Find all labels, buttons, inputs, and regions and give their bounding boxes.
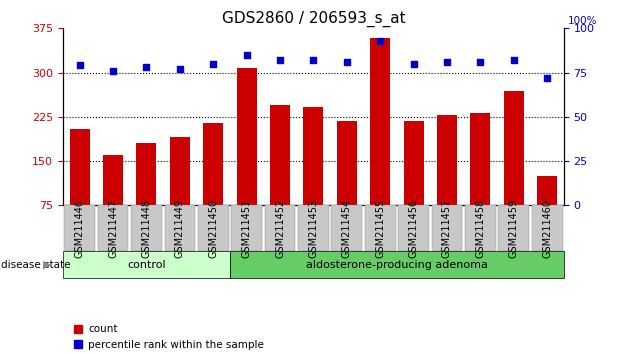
Bar xyxy=(337,121,357,205)
Point xyxy=(141,64,151,70)
Text: aldosterone-producing adenoma: aldosterone-producing adenoma xyxy=(306,259,488,270)
Bar xyxy=(203,123,223,205)
Text: GSM211457: GSM211457 xyxy=(442,199,452,258)
Text: GSM211454: GSM211454 xyxy=(342,199,352,258)
Text: GSM211447: GSM211447 xyxy=(108,199,118,258)
Bar xyxy=(70,129,89,205)
Bar xyxy=(404,121,423,205)
Point xyxy=(442,59,452,65)
Point xyxy=(74,63,84,68)
Point xyxy=(475,59,485,65)
Bar xyxy=(437,115,457,205)
Text: GSM211460: GSM211460 xyxy=(542,199,552,258)
Bar xyxy=(537,176,557,205)
Point xyxy=(542,75,552,81)
Point xyxy=(341,59,352,65)
Text: GSM211450: GSM211450 xyxy=(209,199,218,258)
Text: GSM211456: GSM211456 xyxy=(409,199,418,258)
Text: disease state: disease state xyxy=(1,259,70,270)
Bar xyxy=(170,137,190,205)
Text: GSM211453: GSM211453 xyxy=(309,199,318,258)
Point xyxy=(375,38,385,44)
Text: control: control xyxy=(127,259,166,270)
Point xyxy=(408,61,418,67)
Text: GSM211459: GSM211459 xyxy=(509,199,518,258)
Legend: count, percentile rank within the sample: count, percentile rank within the sample xyxy=(68,320,268,354)
Point xyxy=(275,57,285,63)
Bar xyxy=(304,107,323,205)
Point xyxy=(175,66,185,72)
Point xyxy=(208,61,218,67)
Title: GDS2860 / 206593_s_at: GDS2860 / 206593_s_at xyxy=(222,11,405,27)
Bar xyxy=(504,91,524,205)
Point xyxy=(509,57,519,63)
Text: GSM211455: GSM211455 xyxy=(375,199,385,258)
Text: GSM211451: GSM211451 xyxy=(242,199,251,258)
Text: GSM211452: GSM211452 xyxy=(275,199,285,258)
Bar xyxy=(103,155,123,205)
Bar xyxy=(270,105,290,205)
Text: GSM211449: GSM211449 xyxy=(175,199,185,258)
Text: GSM211446: GSM211446 xyxy=(75,199,84,258)
Text: 100%: 100% xyxy=(568,16,597,25)
Bar xyxy=(370,38,390,205)
Bar xyxy=(237,68,256,205)
Point xyxy=(241,52,251,58)
Point xyxy=(309,57,318,63)
Text: GSM211448: GSM211448 xyxy=(142,199,151,258)
Point xyxy=(108,68,118,74)
Text: GSM211458: GSM211458 xyxy=(476,199,485,258)
Bar xyxy=(471,113,490,205)
Text: ▶: ▶ xyxy=(43,259,52,270)
Bar xyxy=(137,143,156,205)
